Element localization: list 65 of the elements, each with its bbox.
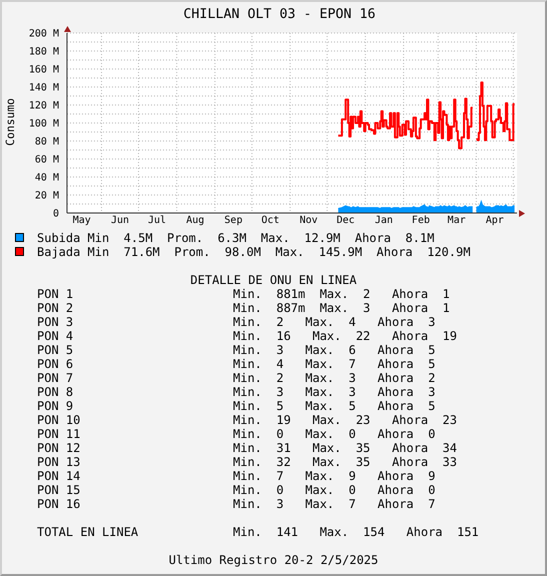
text: PON 8 [37, 385, 74, 399]
text: Min 71.6M Prom. 98.0M Max. 145.9M Ahora 120.9M [88, 245, 470, 259]
y-axis-title: Consumo [3, 97, 18, 148]
text: Min. 0 Max. 0 Ahora 0 [233, 483, 436, 497]
y-tick-label: 180 M [28, 46, 59, 58]
text: PON 5 [37, 343, 74, 357]
text: PON 9 [37, 399, 74, 413]
text: Min. 887m Max. 3 Ahora 1 [233, 301, 450, 315]
text: Min 4.5M Prom. 6.3M Max. 12.9M Ahora 8.1M [88, 231, 434, 245]
text: Min. 3 Max. 3 Ahora 3 [233, 385, 436, 399]
text: PON 12 [37, 441, 80, 455]
x-tick-label: Jul [148, 215, 166, 226]
y-tick-label: 40 M [34, 172, 59, 184]
text: PON 4 [37, 329, 74, 343]
text: Min. 881m Max. 2 Ahora 1 [233, 287, 450, 301]
chart-title: CHILLAN OLT 03 - EPON 16 [182, 7, 377, 23]
legend-label: Bajada [37, 245, 80, 259]
x-tick-label: Nov [300, 215, 318, 226]
text: Min. 3 Max. 7 Ahora 7 [233, 497, 436, 511]
y-tick-label: 140 M [28, 82, 59, 94]
text: Min. 31 Max. 35 Ahora 34 [233, 441, 457, 455]
y-tick-label: 120 M [28, 100, 59, 112]
text: Min. 2 Max. 3 Ahora 2 [233, 371, 436, 385]
text: Min. 4 Max. 7 Ahora 5 [233, 357, 436, 371]
text: Min. 0 Max. 0 Ahora 0 [233, 427, 436, 441]
text: Min. 5 Max. 5 Ahora 5 [233, 399, 436, 413]
x-tick-label: May [72, 215, 91, 226]
x-tick-label: Aug [186, 215, 204, 226]
text: Min. 3 Max. 6 Ahora 5 [233, 343, 436, 357]
y-tick-label: 200 M [28, 28, 59, 40]
text: DETALLE DE ONU EN LINEA [189, 273, 358, 287]
x-tick-label: Jun [110, 215, 130, 226]
y-tick-label: 160 M [28, 64, 59, 76]
text: PON 10 [37, 413, 80, 427]
text: PON 2 [37, 301, 74, 315]
text: TOTAL EN LINEA [37, 525, 138, 539]
text: PON 7 [37, 371, 74, 385]
text: Min. 141 Max. 154 Ahora 151 [233, 525, 479, 539]
text: PON 15 [37, 483, 80, 497]
text: Ultimo Registro 20-2 2/5/2025 [168, 553, 380, 567]
text: Min. 7 Max. 9 Ahora 9 [233, 469, 436, 483]
x-tick-label: Feb [412, 215, 430, 226]
y-tick-label: 0 [52, 208, 59, 220]
y-tick-label: 80 M [34, 136, 59, 148]
x-tick-label: Mar [448, 215, 466, 226]
text: PON 1 [37, 287, 74, 301]
text: Min. 19 Max. 23 Ahora 23 [233, 413, 457, 427]
x-tick-label: Oct [261, 215, 280, 226]
text: PON 11 [37, 427, 80, 441]
y-tick-label: 60 M [34, 154, 59, 166]
x-tick-label: Dec [336, 215, 355, 226]
text: PON 6 [37, 357, 74, 371]
legend-label: Subida [37, 231, 80, 245]
text: PON 16 [37, 497, 80, 511]
x-tick-label: Apr [486, 215, 504, 226]
x-tick-label: Jan [374, 215, 393, 226]
text: Min. 2 Max. 4 Ahora 3 [233, 315, 436, 329]
y-tick-label: 100 M [28, 118, 59, 130]
text: PON 13 [37, 455, 80, 469]
text: Min. 16 Max. 22 Ahora 19 [233, 329, 457, 343]
y-tick-label: 20 M [34, 190, 59, 202]
text: PON 3 [37, 315, 74, 329]
text: PON 14 [37, 469, 80, 483]
x-tick-label: Sep [224, 215, 242, 226]
text: Min. 32 Max. 35 Ahora 33 [233, 455, 457, 469]
